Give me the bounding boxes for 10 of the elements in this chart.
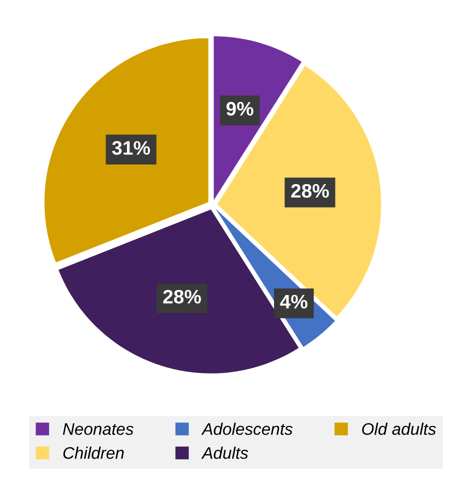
- data-label: 4%: [280, 294, 308, 309]
- data-label: 31%: [112, 141, 150, 155]
- legend-label: Children: [63, 446, 124, 459]
- legend-label: Adolescents: [201, 422, 293, 435]
- legend-label: Adults: [201, 446, 248, 459]
- legend-label: Old adults: [362, 422, 436, 435]
- legend-label: Neonates: [62, 423, 134, 435]
- data-label: 28%: [291, 184, 329, 198]
- data-label: 9%: [226, 102, 254, 116]
- data-label: 28%: [163, 290, 201, 304]
